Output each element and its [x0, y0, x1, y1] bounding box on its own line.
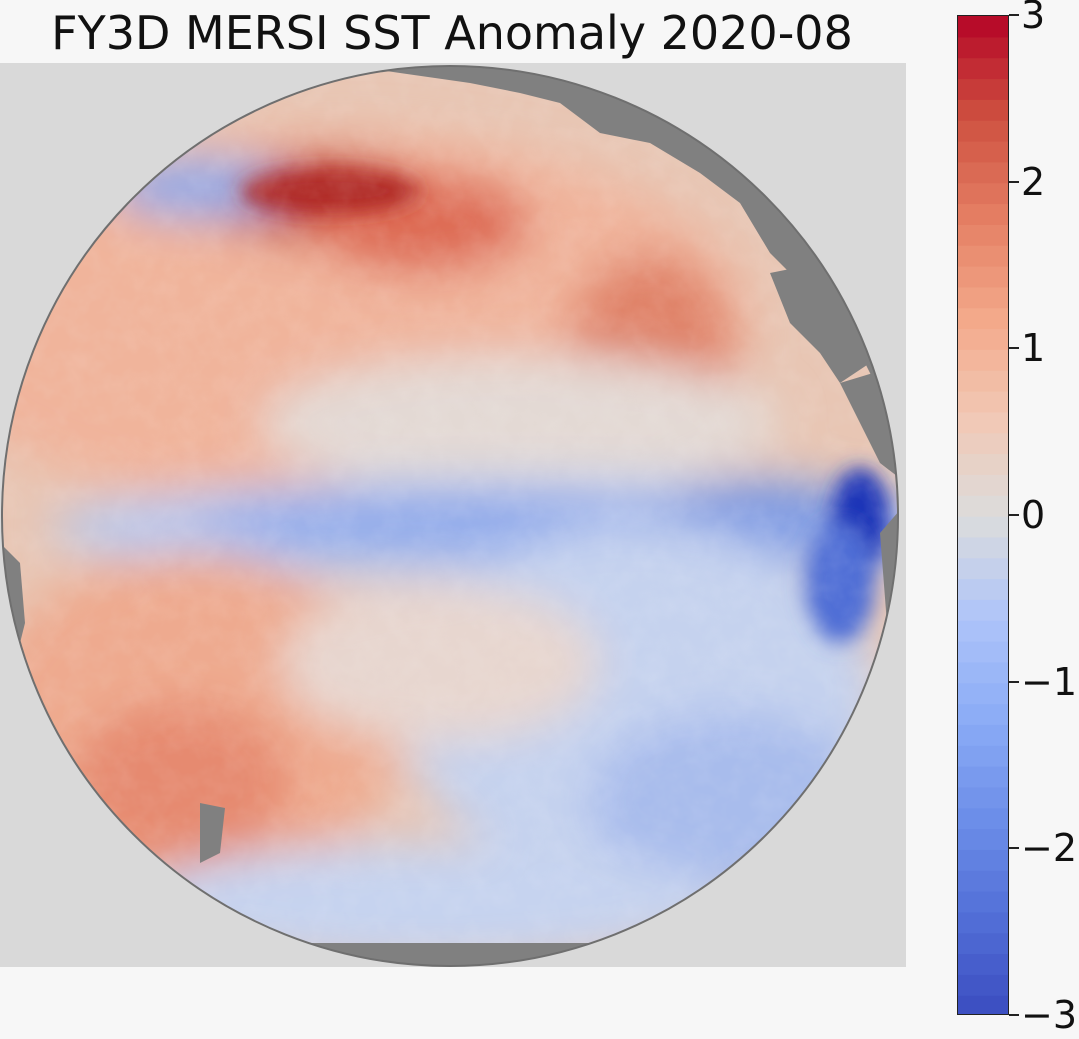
- colorbar-segment: [958, 16, 1008, 38]
- colorbar-segment: [958, 78, 1008, 100]
- colorbar-segment: [958, 286, 1008, 309]
- colorbar-segment: [958, 599, 1008, 621]
- colorbar-segment: [958, 974, 1008, 996]
- colorbar-segment: [958, 703, 1008, 725]
- colorbar-segment: [958, 932, 1008, 955]
- colorbar-tick-label: −1: [1021, 659, 1078, 704]
- colorbar-tick-mark: [1009, 180, 1019, 183]
- colorbar-segment: [958, 495, 1008, 517]
- colorbar-tick-mark: [1009, 847, 1019, 850]
- colorbar-segment: [958, 182, 1008, 205]
- colorbar-tick-label: 1: [1021, 326, 1046, 371]
- map-panel: [0, 63, 906, 967]
- colorbar-segment: [958, 661, 1008, 684]
- colorbar-segment: [958, 682, 1008, 705]
- colorbar-tick-label: 0: [1021, 493, 1046, 537]
- colorbar-tick-label: −2: [1021, 826, 1078, 871]
- colorbar-tick-mark: [1009, 514, 1019, 516]
- colorbar-segment: [958, 620, 1008, 642]
- colorbar-segment: [958, 578, 1008, 600]
- colorbar-segment: [958, 953, 1008, 975]
- colorbar-segment: [958, 807, 1008, 830]
- colorbar-segment: [958, 266, 1008, 288]
- colorbar-segment: [958, 516, 1008, 538]
- colorbar-tick-label: 2: [1021, 159, 1046, 204]
- colorbar-segment: [958, 141, 1008, 163]
- colorbar-segment: [958, 120, 1008, 142]
- globe-outline: [1, 65, 899, 967]
- colorbar-segment: [958, 745, 1008, 767]
- colorbar-segment: [958, 411, 1008, 434]
- colorbar-segment: [958, 349, 1008, 371]
- colorbar-segment: [958, 99, 1008, 121]
- map-title: FY3D MERSI SST Anomaly 2020-08: [51, 6, 853, 60]
- colorbar-tick-mark: [1009, 347, 1019, 350]
- colorbar-segment: [958, 307, 1008, 330]
- colorbar-segment: [958, 36, 1008, 59]
- colorbar-segment: [958, 245, 1008, 267]
- colorbar-tick-mark: [1009, 14, 1019, 16]
- colorbar-segment: [958, 911, 1008, 934]
- colorbar-segment: [958, 370, 1008, 392]
- colorbar-segment: [958, 724, 1008, 746]
- colorbar-segment: [958, 474, 1008, 496]
- colorbar-segment: [958, 828, 1008, 850]
- colorbar-segment: [958, 786, 1008, 809]
- colorbar-segment: [958, 870, 1008, 892]
- colorbar: [957, 15, 1009, 1015]
- colorbar-tick-label: −3: [1021, 993, 1078, 1037]
- colorbar-tick-label: 3: [1021, 0, 1046, 37]
- colorbar-gradient: [958, 16, 1008, 1014]
- colorbar-segment: [958, 432, 1008, 455]
- colorbar-segment: [958, 57, 1008, 80]
- colorbar-tick-mark: [1009, 680, 1019, 683]
- globe-map: [1, 65, 899, 967]
- colorbar-segment: [958, 641, 1008, 663]
- colorbar-segment: [958, 161, 1008, 184]
- colorbar-segment: [958, 203, 1008, 225]
- colorbar-segment: [958, 224, 1008, 246]
- colorbar-segment: [958, 536, 1008, 559]
- colorbar-segment: [958, 849, 1008, 871]
- colorbar-segment: [958, 391, 1008, 413]
- colorbar-tick-mark: [1009, 1014, 1019, 1016]
- colorbar-segment: [958, 995, 1008, 1014]
- colorbar-segment: [958, 766, 1008, 788]
- colorbar-segment: [958, 328, 1008, 350]
- colorbar-segment: [958, 557, 1008, 580]
- colorbar-segment: [958, 891, 1008, 913]
- colorbar-segment: [958, 453, 1008, 475]
